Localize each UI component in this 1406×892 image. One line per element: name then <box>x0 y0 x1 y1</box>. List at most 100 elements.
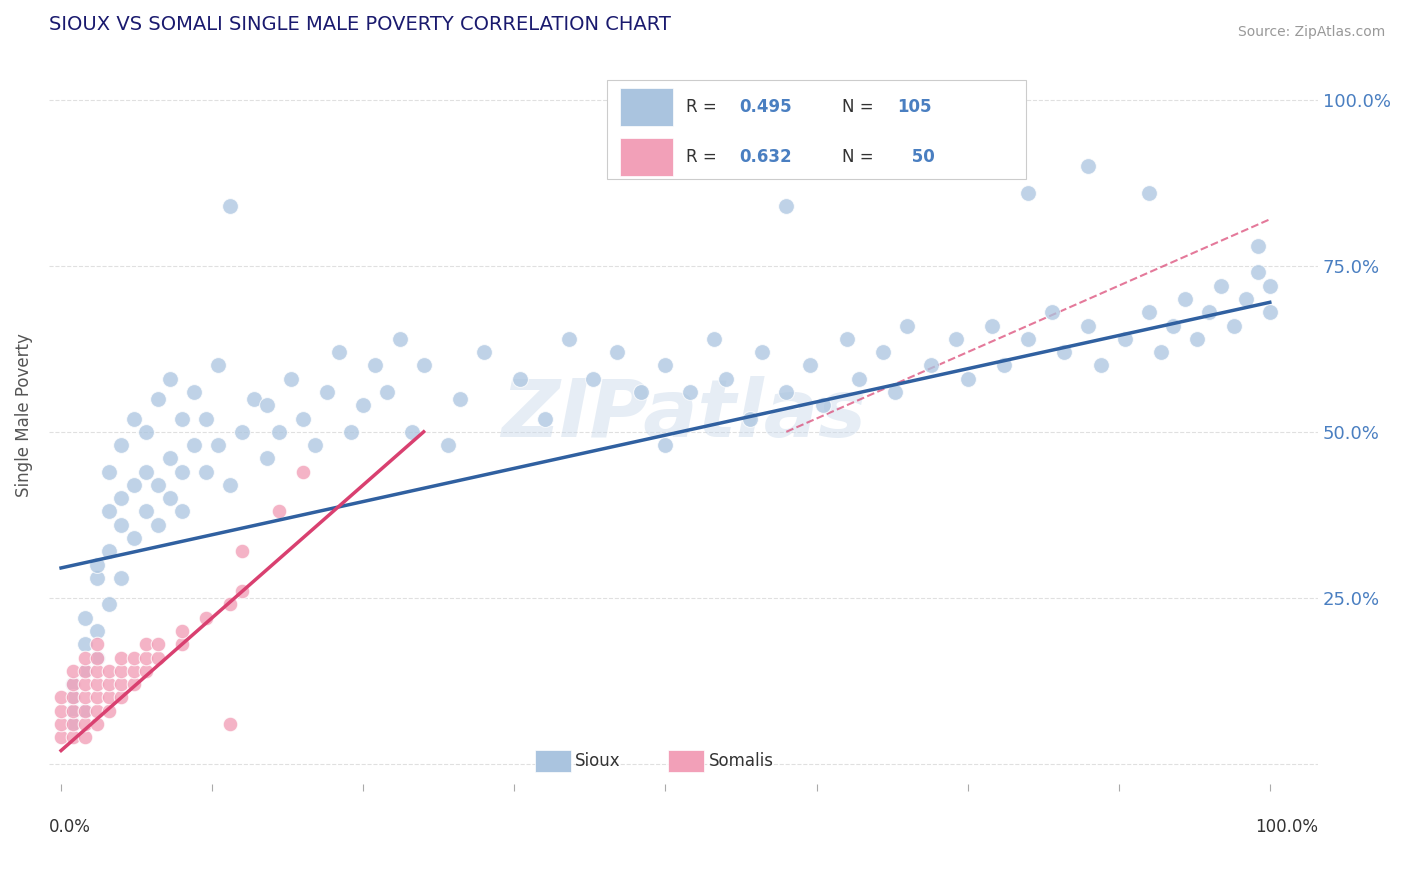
Point <box>738 411 761 425</box>
Text: 0.632: 0.632 <box>740 148 792 166</box>
Text: 0.0%: 0.0% <box>49 818 91 836</box>
Point <box>654 359 676 373</box>
Point <box>437 438 460 452</box>
Point <box>412 359 434 373</box>
Point <box>110 650 132 665</box>
Point <box>75 704 97 718</box>
Point <box>896 318 918 333</box>
Point <box>62 664 84 678</box>
Point <box>122 531 145 545</box>
Point <box>920 359 942 373</box>
Point <box>62 690 84 705</box>
Point <box>170 637 193 651</box>
Point <box>678 384 700 399</box>
Point <box>86 637 108 651</box>
Point <box>86 704 108 718</box>
Point <box>75 717 97 731</box>
Point <box>219 199 242 213</box>
Point <box>86 677 108 691</box>
Point <box>195 465 218 479</box>
Point <box>884 384 907 399</box>
Point <box>1174 292 1197 306</box>
Point <box>75 664 97 678</box>
Point <box>110 517 132 532</box>
Point <box>135 425 157 439</box>
Point <box>1161 318 1184 333</box>
FancyBboxPatch shape <box>668 750 704 772</box>
Point <box>62 677 84 691</box>
Point <box>1137 186 1160 200</box>
FancyBboxPatch shape <box>536 750 571 772</box>
Point <box>364 359 387 373</box>
Point <box>98 544 121 558</box>
Point <box>146 517 169 532</box>
Point <box>630 384 652 399</box>
Point <box>98 704 121 718</box>
Point <box>1187 332 1209 346</box>
Point <box>75 704 97 718</box>
Point <box>75 690 97 705</box>
Point <box>1077 318 1099 333</box>
Text: Somalis: Somalis <box>709 752 773 770</box>
Text: N =: N = <box>842 148 879 166</box>
Point <box>606 345 628 359</box>
Text: Sioux: Sioux <box>575 752 620 770</box>
Point <box>340 425 363 439</box>
Point <box>86 558 108 572</box>
Point <box>472 345 495 359</box>
Point <box>122 677 145 691</box>
Point <box>231 544 253 558</box>
Text: SIOUX VS SOMALI SINGLE MALE POVERTY CORRELATION CHART: SIOUX VS SOMALI SINGLE MALE POVERTY CORR… <box>49 15 671 34</box>
Point <box>183 438 205 452</box>
Point <box>449 392 471 406</box>
Point <box>86 690 108 705</box>
Point <box>86 664 108 678</box>
Point <box>170 411 193 425</box>
FancyBboxPatch shape <box>620 88 673 127</box>
Point <box>86 650 108 665</box>
Point <box>304 438 326 452</box>
Point <box>835 332 858 346</box>
Point <box>401 425 423 439</box>
Point <box>62 731 84 745</box>
Point <box>1198 305 1220 319</box>
Point <box>1247 239 1270 253</box>
Point <box>122 664 145 678</box>
Point <box>98 677 121 691</box>
Point <box>557 332 579 346</box>
Point <box>75 664 97 678</box>
Point <box>1258 305 1281 319</box>
Point <box>86 624 108 638</box>
Point <box>62 717 84 731</box>
Point <box>267 504 290 518</box>
Point <box>159 451 181 466</box>
Point <box>1258 278 1281 293</box>
Point <box>1017 332 1039 346</box>
Point <box>146 392 169 406</box>
Point <box>811 398 834 412</box>
Point <box>135 637 157 651</box>
Point <box>1211 278 1233 293</box>
Point <box>377 384 399 399</box>
Point <box>170 624 193 638</box>
Point <box>509 372 531 386</box>
Text: N =: N = <box>842 98 879 116</box>
Point <box>98 504 121 518</box>
Point <box>1150 345 1173 359</box>
Point <box>146 637 169 651</box>
Point <box>86 717 108 731</box>
Point <box>62 704 84 718</box>
Point <box>280 372 302 386</box>
Point <box>219 717 242 731</box>
Point <box>775 384 797 399</box>
Point <box>62 690 84 705</box>
Point <box>135 504 157 518</box>
Point <box>1053 345 1076 359</box>
Point <box>1040 305 1063 319</box>
Text: 50: 50 <box>905 148 935 166</box>
Point <box>62 677 84 691</box>
Point <box>714 372 737 386</box>
Point <box>751 345 773 359</box>
Point <box>848 372 870 386</box>
Point <box>146 478 169 492</box>
